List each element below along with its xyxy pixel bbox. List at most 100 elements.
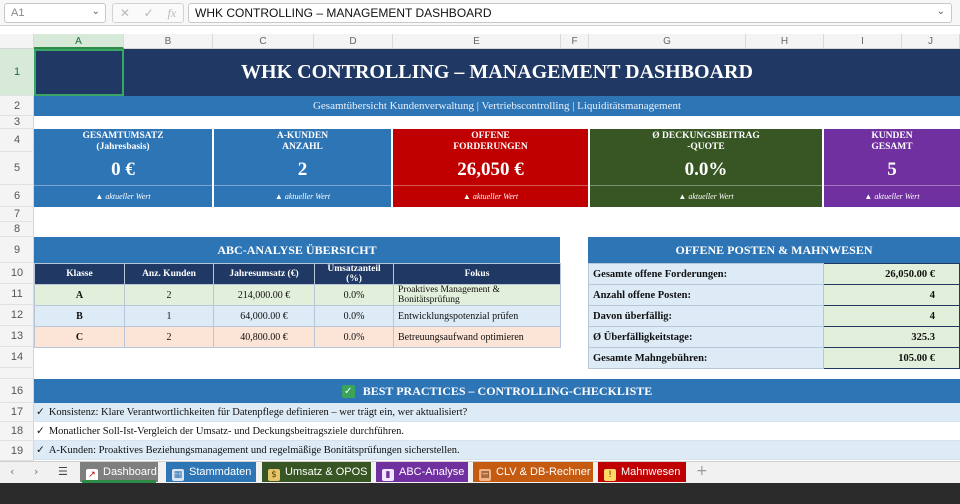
column-header[interactable]: J [902,34,960,49]
bar-chart-icon: ▮ [382,469,394,481]
row-header[interactable]: 8 [0,222,34,237]
table-row: C 2 40,800.00 € 0.0% Betreuungsaufwand o… [34,326,561,348]
chart-icon: ↗ [86,469,98,481]
row-header[interactable]: 5 [0,152,34,185]
tab-stammdaten[interactable]: ▦ Stammdaten [166,462,256,482]
open-items-label[interactable]: Gesamte Mahngebühren: [587,347,825,369]
select-all-corner[interactable] [0,34,34,49]
table-cell[interactable]: 0.0% [314,326,394,348]
chevron-left-icon[interactable]: ‹ [10,465,15,478]
row-header[interactable]: 16 [0,379,34,403]
sheet-grid[interactable]: WHK CONTROLLING – MANAGEMENT DASHBOARD G… [34,49,960,461]
confirm-icon[interactable]: ✓ [143,6,154,20]
table-cell[interactable]: C [34,326,125,348]
kpi-note: ▲ aktueller Wert [824,185,960,207]
checklist-text: Konsistenz: Klare Verantwortlichkeiten f… [48,407,468,418]
table-cell[interactable]: Entwicklungspotenzial prüfen [393,305,561,327]
row-header[interactable]: 18 [0,422,34,441]
table-cell[interactable]: 40,800.00 € [213,326,315,348]
table-cell[interactable]: A [34,284,125,306]
open-items-value[interactable]: 4 [823,305,960,327]
checklist-item[interactable]: ✓ Konsistenz: Klare Verantwortlichkeiten … [34,403,960,422]
row-header[interactable]: 10 [0,263,34,284]
table-cell[interactable]: 2 [124,284,214,306]
chevron-down-icon[interactable]: ⌄ [936,6,945,17]
column-header[interactable]: G [589,34,746,49]
best-practices-title: ✓ BEST PRACTICES – CONTROLLING-CHECKLIST… [34,379,960,403]
row-header[interactable]: 17 [0,403,34,422]
table-cell[interactable]: 214,000.00 € [213,284,315,306]
tab-mahnwesen[interactable]: ! Mahnwesen [598,462,686,482]
open-items-value[interactable]: 325.3 [823,326,960,348]
row-header[interactable]: 1 [0,49,34,96]
row-header[interactable]: 6 [0,185,34,207]
table-cell[interactable]: 0.0% [314,305,394,327]
name-box-value: A1 [11,7,25,19]
column-header[interactable]: A [34,34,124,49]
table-header: Jahresumsatz (€) [213,263,315,285]
column-headers: A B C D E F G H I J [0,34,960,49]
sheet-list-icon[interactable]: ☰ [58,465,68,478]
formula-tools: ✕ ✓ fx [112,3,184,23]
open-items-value[interactable]: 105.00 € [823,347,960,369]
row-header-hidden[interactable] [0,368,34,379]
cancel-icon[interactable]: ✕ [119,6,130,20]
formula-input[interactable]: WHK CONTROLLING – MANAGEMENT DASHBOARD ⌄ [188,3,952,23]
row-header[interactable]: 3 [0,116,34,129]
row-header[interactable]: 13 [0,326,34,347]
tab-clv-db-rechner[interactable]: ▤ CLV & DB-Rechner [473,462,593,482]
tab-abc-analyse[interactable]: ▮ ABC-Analyse [376,462,468,482]
active-tab-indicator [82,480,156,483]
chevron-right-icon[interactable]: › [34,465,39,478]
add-sheet-icon[interactable]: + [696,463,708,479]
row-headers: 1 2 3 4 5 6 7 8 9 10 11 12 13 14 16 17 1… [0,49,34,461]
row-header[interactable]: 11 [0,284,34,305]
row-header[interactable]: 19 [0,441,34,461]
open-items-label[interactable]: Ø Überfälligkeitstage: [587,326,825,348]
column-header[interactable]: I [824,34,902,49]
tab-dashboard[interactable]: ↗ Dashboard [80,462,158,482]
open-items-value[interactable]: 4 [823,284,960,306]
column-header[interactable]: B [124,34,213,49]
kpi-value: 0.0% [684,159,728,180]
row-header[interactable]: 9 [0,237,34,263]
open-items-label[interactable]: Davon überfällig: [587,305,825,327]
table-cell[interactable]: B [34,305,125,327]
kpi-value: 2 [297,159,308,180]
checklist-item[interactable]: ✓ A-Kunden: Proaktives Beziehungsmanageme… [34,441,960,460]
kpi-card-offene-forderungen: OFFENE FORDERUNGEN 26,050 € ▲ aktueller … [393,129,588,207]
check-mark-icon: ✓ [36,444,45,456]
kpi-divider [391,129,393,207]
chevron-down-icon[interactable]: ⌄ [91,6,100,17]
open-items-value[interactable]: 26,050.00 € [823,263,960,285]
kpi-label: Ø DECKUNGSBEITRAG -QUOTE [652,131,760,152]
row-header[interactable]: 4 [0,129,34,152]
tab-umsatz-opos[interactable]: $ Umsatz & OPOS [262,462,371,482]
table-cell[interactable]: 2 [124,326,214,348]
row-header[interactable]: 14 [0,347,34,368]
table-row: Ø Überfälligkeitstage: 325.3 [587,326,960,348]
column-header[interactable]: C [213,34,314,49]
table-row: A 2 214,000.00 € 0.0% Proaktives Managem… [34,284,561,306]
table-row: Anzahl offene Posten: 4 [587,284,960,306]
open-items-label[interactable]: Anzahl offene Posten: [587,284,825,306]
open-items-label[interactable]: Gesamte offene Forderungen: [587,263,825,285]
checklist-item[interactable]: ✓ Monatlicher Soll-Ist-Vergleich der Umsa… [34,422,960,441]
table-cell[interactable]: Proaktives Management & Bonitätsprüfung [393,284,561,306]
row-header[interactable]: 12 [0,305,34,326]
formula-value: WHK CONTROLLING – MANAGEMENT DASHBOARD [195,6,492,20]
table-cell[interactable]: 0.0% [314,284,394,306]
column-header[interactable]: D [314,34,393,49]
column-header[interactable]: H [746,34,824,49]
column-header[interactable]: F [561,34,589,49]
selected-cell[interactable] [34,49,124,96]
tab-label: Mahnwesen [621,466,681,478]
column-header[interactable]: E [393,34,561,49]
table-cell[interactable]: Betreuungsaufwand optimieren [393,326,561,348]
table-cell[interactable]: 1 [124,305,214,327]
name-box[interactable]: A1 ⌄ [4,3,106,23]
function-icon[interactable]: fx [167,5,177,20]
table-cell[interactable]: 64,000.00 € [213,305,315,327]
row-header[interactable]: 7 [0,207,34,222]
row-header[interactable]: 2 [0,96,34,116]
